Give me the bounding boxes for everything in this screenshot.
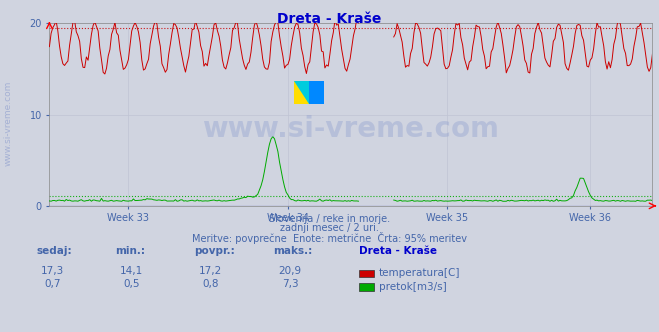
Text: povpr.:: povpr.: [194,246,235,256]
Text: Meritve: povprečne  Enote: metrične  Črta: 95% meritev: Meritve: povprečne Enote: metrične Črta:… [192,232,467,244]
Polygon shape [294,81,308,105]
Text: zadnji mesec / 2 uri.: zadnji mesec / 2 uri. [280,223,379,233]
Text: 0,5: 0,5 [123,279,140,289]
Text: www.si-vreme.com: www.si-vreme.com [202,115,500,143]
Text: pretok[m3/s]: pretok[m3/s] [379,282,447,291]
Bar [294,81,308,105]
Text: Dreta - Kraše: Dreta - Kraše [359,246,437,256]
Text: 0,8: 0,8 [202,279,219,289]
Text: sedaj:: sedaj: [36,246,72,256]
Text: 0,7: 0,7 [44,279,61,289]
Text: 7,3: 7,3 [281,279,299,289]
Bar [308,81,324,105]
Text: Dreta - Kraše: Dreta - Kraše [277,12,382,26]
Text: Slovenija / reke in morje.: Slovenija / reke in morje. [269,214,390,224]
Text: temperatura[C]: temperatura[C] [379,268,461,278]
Text: 14,1: 14,1 [120,266,144,276]
Text: maks.:: maks.: [273,246,313,256]
Text: 20,9: 20,9 [278,266,302,276]
Text: www.si-vreme.com: www.si-vreme.com [3,80,13,166]
Text: min.:: min.: [115,246,146,256]
Text: 17,2: 17,2 [199,266,223,276]
Text: 17,3: 17,3 [41,266,65,276]
